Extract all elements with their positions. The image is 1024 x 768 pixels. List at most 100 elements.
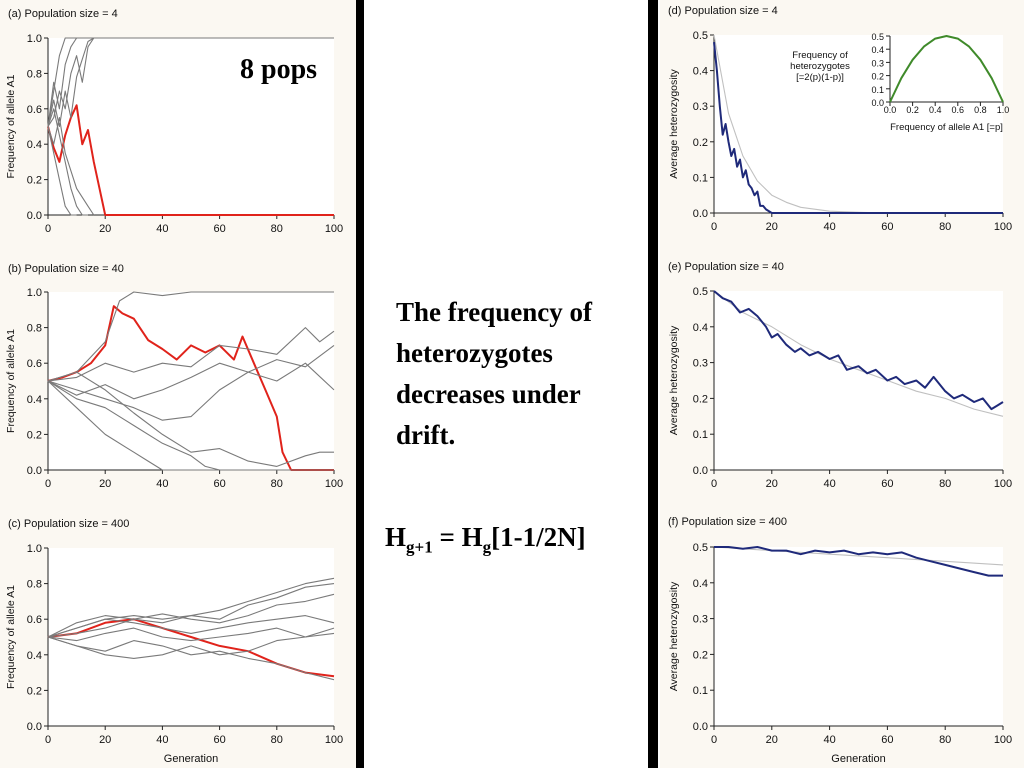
chart-title-b: (b) Population size = 40 <box>8 263 124 275</box>
y-tick-label-e: 0.4 <box>693 322 708 334</box>
series-line-b-0 <box>47 305 334 471</box>
y-axis-label-e: Average heterozygosity <box>668 325 680 435</box>
x-tick-label-b: 60 <box>213 478 225 490</box>
y-tick-label-e: 0.1 <box>693 429 708 441</box>
y-tick-label-b: 1.0 <box>27 287 42 299</box>
x-tick-label-d-inset: 0.0 <box>884 105 897 115</box>
x-tick-label-a: 0 <box>45 223 51 235</box>
x-tick-label-d: 0 <box>711 221 717 233</box>
x-tick-label-e: 40 <box>823 478 835 490</box>
x-tick-label-d: 60 <box>881 221 893 233</box>
series-line-c-4 <box>47 615 335 638</box>
y-tick-label-f: 0.1 <box>693 685 708 697</box>
y-tick-label-b: 0.2 <box>27 429 42 441</box>
y-tick-label-b: 0.6 <box>27 358 42 370</box>
series-line-a-6 <box>47 117 95 216</box>
chart-title-f: (f) Population size = 400 <box>668 516 787 528</box>
plot-area-e <box>714 291 1003 470</box>
series-line-a-1 <box>47 37 334 127</box>
y-tick-label-d-inset: 0.1 <box>871 85 884 95</box>
series-line-b-3 <box>47 344 335 400</box>
x-tick-label-a: 40 <box>156 223 168 235</box>
x-tick-label-e: 100 <box>994 478 1012 490</box>
x-tick-label-b: 100 <box>325 478 343 490</box>
x-tick-label-f: 0 <box>711 734 717 746</box>
series-line-c-3 <box>47 593 335 638</box>
x-tick-label-c: 100 <box>325 734 343 746</box>
plot-area-a <box>48 38 334 215</box>
y-tick-label-a: 0.6 <box>27 104 42 116</box>
series-line-c-2 <box>47 583 335 638</box>
y-tick-label-c: 1.0 <box>27 543 42 555</box>
y-tick-label-d-inset: 0.0 <box>871 98 884 108</box>
series-line-c-7 <box>47 627 335 659</box>
series-line-f-1 <box>714 546 1003 577</box>
y-tick-label-d-inset: 0.3 <box>871 58 884 68</box>
x-tick-label-e: 80 <box>939 478 951 490</box>
series-line-a-3 <box>47 126 77 216</box>
y-tick-label-c: 0.4 <box>27 650 42 662</box>
x-tick-label-f: 40 <box>823 734 835 746</box>
chart-title-d: (d) Population size = 4 <box>668 5 778 17</box>
right-divider <box>648 0 658 768</box>
y-tick-label-e: 0.5 <box>693 286 708 298</box>
y-tick-label-d: 0.0 <box>693 208 708 220</box>
x-tick-label-d: 100 <box>994 221 1012 233</box>
heterozygosity-formula: Hg+1 = Hg[1-1/2N] <box>385 522 586 557</box>
y-axis-label-c: Frequency of allele A1 <box>5 585 17 689</box>
y-tick-label-d-inset: 0.2 <box>871 72 884 82</box>
series-line-b-6 <box>47 380 334 471</box>
y-tick-label-f: 0.2 <box>693 649 708 661</box>
x-tick-label-c: 60 <box>213 734 225 746</box>
formula-sub-g: g <box>482 537 492 557</box>
message-text: The frequency of heterozygotes decreases… <box>396 297 592 450</box>
x-tick-label-e: 0 <box>711 478 717 490</box>
x-tick-label-d-inset: 0.4 <box>929 105 942 115</box>
x-tick-label-d-inset: 1.0 <box>997 105 1010 115</box>
plot-area-f <box>714 547 1003 726</box>
x-tick-label-d: 80 <box>939 221 951 233</box>
x-tick-label-c: 80 <box>271 734 283 746</box>
y-tick-label-f: 0.4 <box>693 578 708 590</box>
formula-eq: = H <box>432 522 483 552</box>
y-tick-label-a: 0.4 <box>27 139 42 151</box>
y-tick-label-e: 0.0 <box>693 465 708 477</box>
inset-title: Frequency of heterozygotes [=2(p)(1-p)] <box>790 50 850 83</box>
y-tick-label-d-inset: 0.4 <box>871 45 884 55</box>
x-tick-label-e: 20 <box>766 478 778 490</box>
x-tick-label-d-inset: 0.8 <box>974 105 987 115</box>
chart-title-e: (e) Population size = 40 <box>668 261 784 273</box>
y-axis-label-b: Frequency of allele A1 <box>5 329 17 433</box>
y-tick-label-c: 0.0 <box>27 721 42 733</box>
left-divider <box>356 0 364 768</box>
y-tick-label-a: 0.0 <box>27 210 42 222</box>
y-tick-label-f: 0.3 <box>693 614 708 626</box>
plot-area-d-inset <box>890 36 1003 102</box>
series-line-b-5 <box>47 380 334 471</box>
formula-h: H <box>385 522 407 552</box>
x-tick-label-a: 20 <box>99 223 111 235</box>
x-tick-label-d-inset: 0.6 <box>952 105 965 115</box>
y-tick-label-d: 0.2 <box>693 137 708 149</box>
x-tick-label-f: 80 <box>939 734 951 746</box>
y-axis-label-a: Frequency of allele A1 <box>5 74 17 178</box>
series-line-f-0 <box>713 546 1004 566</box>
x-tick-label-f: 20 <box>766 734 778 746</box>
plot-area-b <box>48 292 334 470</box>
series-line-c-6 <box>47 636 335 681</box>
x-tick-label-b: 0 <box>45 478 51 490</box>
series-line-b-4 <box>47 362 335 421</box>
series-line-d-inset-0 <box>889 35 1004 103</box>
y-tick-label-c: 0.6 <box>27 614 42 626</box>
y-tick-label-f: 0.0 <box>693 721 708 733</box>
chart-title-c: (c) Population size = 400 <box>8 518 129 530</box>
y-tick-label-e: 0.2 <box>693 393 708 405</box>
y-tick-label-d-inset: 0.5 <box>871 32 884 42</box>
y-tick-label-a: 1.0 <box>27 33 42 45</box>
series-line-a-2 <box>47 37 83 127</box>
y-tick-label-c: 0.8 <box>27 579 42 591</box>
x-tick-label-b: 20 <box>99 478 111 490</box>
y-tick-label-d: 0.4 <box>693 66 708 78</box>
x-axis-label-f: Generation <box>831 753 885 765</box>
